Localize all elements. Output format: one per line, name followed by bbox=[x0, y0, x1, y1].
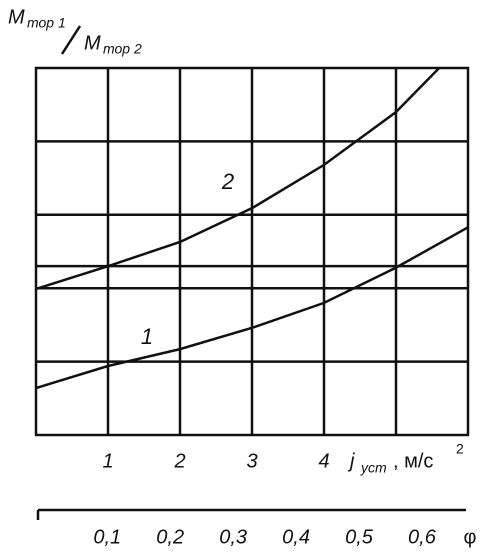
phi-tick-label: 0,6 bbox=[408, 526, 437, 548]
phi-tick-label: 0,1 bbox=[93, 526, 121, 548]
x-tick-label: 2 bbox=[173, 450, 185, 472]
x-label-power: 2 bbox=[456, 441, 464, 457]
y-label-symbol: M bbox=[84, 32, 101, 54]
curve-label: 1 bbox=[141, 324, 153, 349]
y-label-subscript: тор 2 bbox=[103, 41, 142, 57]
x-label-unit: , м/с bbox=[393, 450, 433, 472]
x-tick-label: 3 bbox=[246, 450, 257, 472]
x-label-subscript: уст bbox=[360, 460, 387, 476]
phi-tick-label: 0,3 bbox=[219, 526, 247, 548]
x-label-symbol: j bbox=[347, 450, 355, 472]
x-tick-label: 1 bbox=[102, 450, 113, 472]
phi-axis-label: φ bbox=[464, 526, 477, 548]
curve bbox=[35, 226, 469, 390]
y-label-slash bbox=[60, 25, 82, 55]
phi-tick-label: 0,2 bbox=[156, 526, 184, 548]
x-tick-label: 4 bbox=[318, 450, 329, 472]
phi-tick-label: 0,4 bbox=[282, 526, 310, 548]
y-label-symbol: M bbox=[8, 6, 25, 28]
phi-tick-label: 0,5 bbox=[345, 526, 374, 548]
y-label-subscript: тор 1 bbox=[27, 15, 66, 31]
curve bbox=[35, 67, 441, 291]
curve-label: 2 bbox=[221, 169, 234, 194]
